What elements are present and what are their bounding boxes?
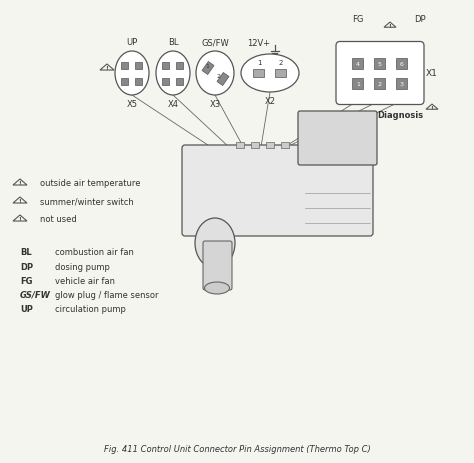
- Text: 1: 1: [123, 79, 127, 84]
- Ellipse shape: [195, 219, 235, 269]
- Ellipse shape: [196, 52, 234, 96]
- Text: 2: 2: [123, 63, 127, 69]
- Text: vehicle air fan: vehicle air fan: [55, 276, 115, 285]
- Text: !: !: [18, 217, 21, 222]
- Text: 5: 5: [378, 62, 382, 66]
- Text: dosing pump: dosing pump: [55, 262, 110, 271]
- Text: 2: 2: [164, 63, 168, 69]
- Bar: [275, 70, 286, 78]
- Text: FG: FG: [20, 276, 33, 285]
- Text: !: !: [18, 199, 21, 204]
- Ellipse shape: [241, 55, 299, 93]
- Bar: [121, 63, 128, 69]
- Text: !: !: [430, 106, 433, 110]
- Text: X3: X3: [210, 100, 220, 109]
- Bar: [281, 143, 289, 149]
- Text: 2: 2: [279, 60, 283, 66]
- Text: UP: UP: [127, 38, 137, 47]
- Bar: [236, 143, 244, 149]
- Text: 2: 2: [217, 75, 221, 79]
- Text: 1: 1: [164, 79, 168, 84]
- Text: 4: 4: [356, 62, 360, 66]
- Text: DP: DP: [414, 15, 426, 25]
- Bar: [353, 78, 364, 89]
- Bar: [217, 73, 229, 86]
- Text: 1: 1: [356, 81, 360, 86]
- Text: !: !: [18, 181, 21, 186]
- Text: 1: 1: [205, 63, 209, 69]
- Text: Diagnosis: Diagnosis: [377, 111, 423, 120]
- Text: combustion air fan: combustion air fan: [55, 248, 134, 257]
- Bar: [353, 58, 364, 69]
- Bar: [136, 78, 143, 85]
- Text: !: !: [389, 24, 392, 29]
- Text: circulation pump: circulation pump: [55, 304, 126, 313]
- Text: 6: 6: [400, 62, 404, 66]
- Text: 12V+: 12V+: [247, 39, 270, 48]
- Ellipse shape: [115, 52, 149, 96]
- Bar: [251, 143, 259, 149]
- Text: !: !: [106, 66, 109, 71]
- Text: 2: 2: [378, 81, 382, 86]
- Bar: [396, 78, 408, 89]
- Bar: [163, 63, 170, 69]
- Bar: [374, 78, 385, 89]
- Text: X4: X4: [167, 100, 179, 109]
- Text: BL: BL: [168, 38, 178, 47]
- Text: glow plug / flame sensor: glow plug / flame sensor: [55, 290, 158, 299]
- Text: not used: not used: [40, 215, 77, 224]
- Text: X2: X2: [264, 97, 275, 106]
- Text: 1: 1: [257, 60, 261, 66]
- Text: ON: ON: [358, 111, 372, 120]
- Text: 3: 3: [400, 81, 404, 86]
- Text: Fig. 411 Control Unit Connector Pin Assignment (Thermo Top C): Fig. 411 Control Unit Connector Pin Assi…: [104, 444, 370, 453]
- FancyBboxPatch shape: [203, 242, 232, 290]
- FancyBboxPatch shape: [336, 43, 424, 105]
- Bar: [136, 63, 143, 69]
- Ellipse shape: [204, 282, 229, 294]
- Text: summer/winter switch: summer/winter switch: [40, 197, 134, 206]
- Bar: [266, 143, 274, 149]
- Bar: [254, 70, 264, 78]
- Bar: [121, 78, 128, 85]
- Text: DP: DP: [20, 262, 33, 271]
- Ellipse shape: [156, 52, 190, 96]
- Text: X5: X5: [127, 100, 137, 109]
- Text: outside air temperature: outside air temperature: [40, 179, 140, 188]
- FancyBboxPatch shape: [182, 146, 373, 237]
- Bar: [176, 78, 183, 85]
- Bar: [163, 78, 170, 85]
- Bar: [176, 63, 183, 69]
- Text: FG: FG: [352, 15, 364, 25]
- Text: BL: BL: [20, 248, 32, 257]
- Bar: [396, 58, 408, 69]
- Text: X1: X1: [426, 69, 438, 78]
- Text: GS/FW: GS/FW: [201, 38, 229, 47]
- FancyBboxPatch shape: [298, 112, 377, 166]
- Bar: [202, 63, 214, 75]
- Text: GS/FW: GS/FW: [20, 290, 51, 299]
- Bar: [374, 58, 385, 69]
- Text: UP: UP: [20, 304, 33, 313]
